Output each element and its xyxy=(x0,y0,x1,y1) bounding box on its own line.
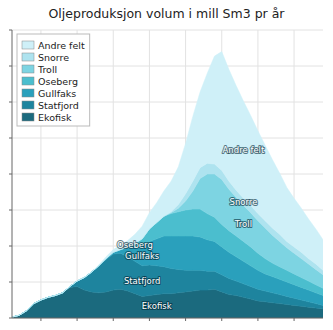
annotation: Andre felt xyxy=(223,145,265,155)
y-tick xyxy=(9,174,12,175)
legend-label: Oseberg xyxy=(38,76,78,87)
chart: Oljeproduksjon volum i mill Sm3 pr år Eko… xyxy=(0,0,333,330)
annotation: Gullfaks xyxy=(125,251,160,261)
y-tick xyxy=(9,66,12,67)
y-tick xyxy=(9,30,12,31)
legend-swatch xyxy=(22,53,34,61)
y-tick xyxy=(9,210,12,211)
y-tick xyxy=(9,246,12,247)
y-tick xyxy=(9,318,12,319)
x-tick xyxy=(77,318,78,321)
grid-line-y xyxy=(12,138,323,139)
x-tick xyxy=(113,318,114,321)
y-tick xyxy=(9,138,12,139)
legend-swatch xyxy=(22,65,34,73)
x-tick xyxy=(185,318,186,321)
legend-swatch xyxy=(22,113,34,121)
x-tick xyxy=(40,318,41,321)
annotation: Statfjord xyxy=(124,276,161,286)
title: Oljeproduksjon volum i mill Sm3 pr år xyxy=(48,6,285,21)
grid xyxy=(12,30,323,318)
annotation: Ekofisk xyxy=(142,301,172,311)
x-tick xyxy=(221,318,222,321)
legend-swatch xyxy=(22,41,34,49)
grid-line-y xyxy=(12,30,323,31)
annotation: Troll xyxy=(234,219,252,229)
legend-label: Troll xyxy=(37,64,57,75)
legend-swatch xyxy=(22,101,34,109)
x-tick xyxy=(257,318,258,321)
annotations: Ekofisk Statfjord GullfaksOseberg Troll Snor… xyxy=(117,145,265,312)
grid-line-y xyxy=(12,318,323,319)
legend-label: Snorre xyxy=(38,52,69,63)
legend-label: Statfjord xyxy=(38,100,79,111)
y-tick xyxy=(9,282,12,283)
legend-label: Gullfaks xyxy=(38,88,76,99)
legend-swatch xyxy=(22,89,34,97)
x-tick xyxy=(294,318,295,321)
axes xyxy=(9,30,323,321)
legend-label: Ekofisk xyxy=(38,112,72,123)
y-tick xyxy=(9,102,12,103)
legend-swatch xyxy=(22,77,34,85)
annotation: Oseberg xyxy=(117,240,153,250)
chart-container: Oljeproduksjon volum i mill Sm3 pr år Eko… xyxy=(0,0,333,330)
legend: Andre feltSnorreTrollOsebergGullfaksStat… xyxy=(17,34,90,126)
areas xyxy=(12,52,323,318)
annotation: Snorre xyxy=(230,197,258,207)
legend-label: Andre felt xyxy=(38,40,85,51)
area xyxy=(12,52,323,318)
x-axis xyxy=(12,318,323,319)
x-tick xyxy=(149,318,150,321)
legend-box xyxy=(17,34,90,126)
